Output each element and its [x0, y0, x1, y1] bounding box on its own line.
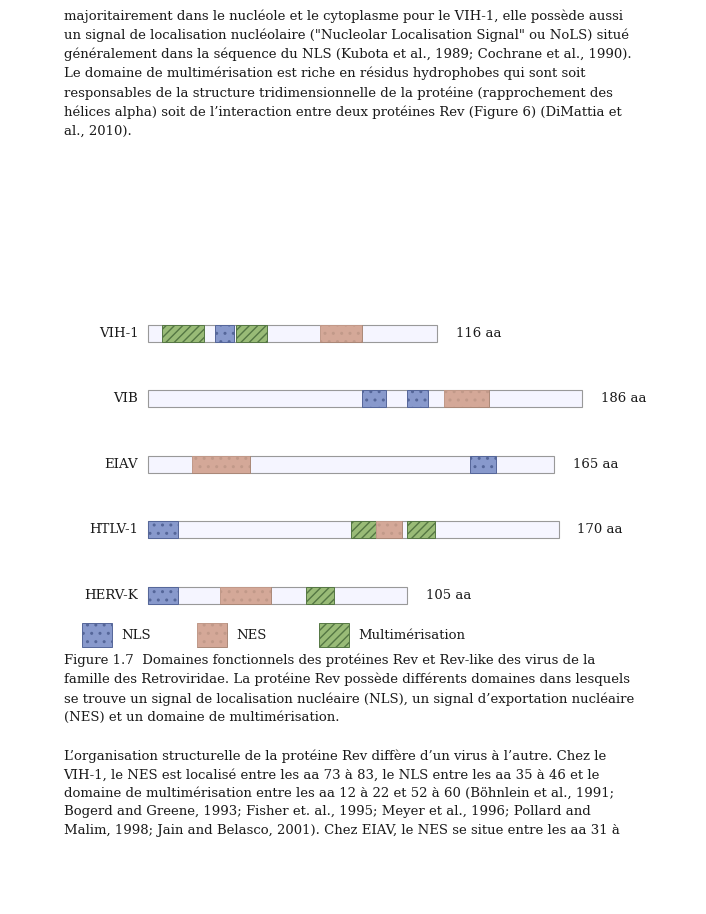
Text: majoritairement dans le nucléole et le cytoplasme pour le VIH-1, elle possède au: majoritairement dans le nucléole et le c…: [64, 9, 631, 137]
Text: L’organisation structurelle de la protéine Rev diffère d’un virus à l’autre. Che: L’organisation structurelle de la protéi…: [64, 749, 619, 837]
Bar: [444, 390, 489, 407]
Bar: [148, 521, 178, 538]
Bar: [82, 623, 112, 647]
Text: VIH-1: VIH-1: [99, 326, 138, 340]
Text: EIAV: EIAV: [104, 458, 138, 471]
Text: NES: NES: [237, 629, 267, 642]
Bar: [407, 390, 428, 407]
Bar: [148, 456, 554, 473]
Bar: [220, 587, 271, 603]
Bar: [351, 521, 376, 538]
Text: NLS: NLS: [121, 629, 151, 642]
Bar: [321, 324, 362, 342]
Bar: [197, 623, 227, 647]
Bar: [237, 324, 267, 342]
Text: 186 aa: 186 aa: [601, 392, 646, 405]
Bar: [470, 456, 496, 473]
Bar: [148, 521, 558, 538]
Bar: [444, 390, 489, 407]
Bar: [148, 390, 582, 408]
Bar: [192, 456, 251, 473]
Bar: [162, 324, 203, 342]
Bar: [362, 390, 385, 407]
Text: 116 aa: 116 aa: [456, 326, 501, 340]
Bar: [148, 324, 437, 342]
Text: HERV-K: HERV-K: [85, 589, 138, 601]
Text: 105 aa: 105 aa: [426, 589, 471, 601]
Text: Multimérisation: Multimérisation: [358, 629, 465, 642]
Text: 165 aa: 165 aa: [573, 458, 618, 471]
Bar: [376, 521, 402, 538]
Text: 170 aa: 170 aa: [578, 524, 623, 537]
Text: Figure 1.7  Domaines fonctionnels des protéines Rev et Rev-like des virus de la
: Figure 1.7 Domaines fonctionnels des pro…: [64, 654, 634, 724]
Text: HTLV-1: HTLV-1: [89, 524, 138, 537]
Bar: [318, 623, 349, 647]
Bar: [148, 587, 407, 604]
Bar: [306, 587, 335, 603]
Bar: [376, 521, 402, 538]
Text: VIB: VIB: [114, 392, 138, 405]
Bar: [220, 587, 271, 603]
Bar: [148, 587, 178, 603]
Bar: [321, 324, 362, 342]
Bar: [407, 521, 435, 538]
Bar: [215, 324, 234, 342]
Bar: [192, 456, 251, 473]
Bar: [197, 623, 227, 647]
